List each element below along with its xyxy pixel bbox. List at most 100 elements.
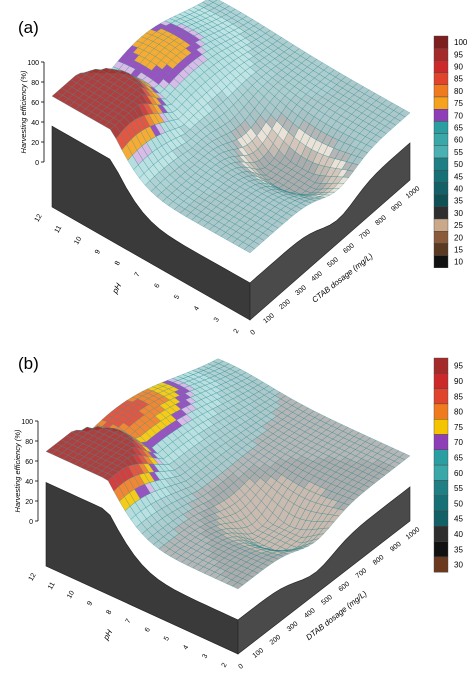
- colorbar-level-label: 95: [454, 362, 463, 371]
- colorbar-swatch: [433, 255, 449, 269]
- colorbar-level-label: 60: [454, 136, 463, 145]
- z-tick-label: 20: [31, 140, 39, 147]
- colorbar-level-label: 75: [454, 423, 463, 432]
- z-tick-label: 100: [27, 60, 39, 67]
- colorbar-level-label: 80: [454, 408, 463, 417]
- z-axis-label: Harvesting efficiency (%): [13, 429, 22, 512]
- ph-tick-label: 7: [125, 618, 133, 625]
- surface-cell: [399, 109, 411, 118]
- colorbar-swatch: [433, 373, 449, 389]
- colorbar-swatch: [433, 388, 449, 405]
- ph-tick-label: 11: [54, 225, 64, 235]
- ph-tick-label: 5: [163, 635, 171, 642]
- dosage-axis-label: DTAB dosage (mg/L): [304, 589, 369, 642]
- dosage-tick-label: 200: [278, 298, 292, 311]
- colorbar-level-label: 40: [454, 530, 463, 539]
- ph-tick-label: 12: [28, 572, 38, 582]
- z-tick-label: 40: [31, 120, 39, 127]
- colorbar-level-label: 95: [454, 50, 463, 59]
- ph-tick-label: 7: [134, 271, 142, 278]
- base-wall-right: [249, 142, 411, 321]
- dosage-tick-label: 700: [358, 228, 372, 241]
- colorbar-swatch: [433, 194, 449, 208]
- colorbar-level-label: 30: [454, 561, 463, 570]
- colorbar-swatch: [433, 510, 449, 527]
- colorbar-level-label: 60: [454, 469, 463, 478]
- ph-tick-label: 10: [73, 236, 83, 246]
- ph-tick-label: 12: [34, 213, 44, 223]
- z-tick-label: 20: [25, 499, 33, 506]
- colorbar-swatch: [433, 541, 449, 558]
- colorbar-level-label: 80: [454, 87, 463, 96]
- ph-tick-label: 4: [182, 644, 190, 651]
- dosage-tick-label: 900: [389, 541, 403, 554]
- colorbar-swatch: [433, 133, 449, 147]
- ph-tick-label: 8: [114, 260, 122, 267]
- surface-mesh: [45, 358, 411, 590]
- ph-tick-label: 6: [144, 627, 152, 634]
- ph-tick-label: 8: [105, 609, 113, 616]
- z-tick-label: 80: [31, 80, 39, 87]
- colorbar-swatch: [433, 145, 449, 159]
- dosage-tick-label: 100: [252, 647, 266, 660]
- surface-cell: [399, 453, 411, 460]
- colorbar-swatch: [433, 495, 449, 512]
- colorbar-swatch: [433, 556, 449, 573]
- colorbar-swatch: [433, 84, 449, 98]
- colorbar-level-label: 70: [454, 438, 463, 447]
- colorbar-level-label: 45: [454, 515, 463, 524]
- colorbar-level-label: 90: [454, 63, 463, 72]
- colorbar-level-label: 30: [454, 209, 463, 218]
- base-wall-left: [51, 125, 251, 321]
- colorbar-level-label: 20: [454, 233, 463, 242]
- colorbar-swatch: [433, 230, 449, 244]
- z-tick-label: 100: [21, 419, 33, 426]
- colorbar-level-label: 25: [454, 221, 463, 230]
- colorbar-swatch: [433, 403, 449, 420]
- dosage-tick-label: 200: [269, 634, 283, 647]
- colorbar-legend: 100 95 90 85 80 75 70 65 60 55 50 45 40 35 30 25 20 15 10: [433, 35, 468, 269]
- dosage-tick-label: 400: [303, 607, 317, 620]
- colorbar-level-label: 85: [454, 75, 463, 84]
- colorbar-level-label: 40: [454, 185, 463, 194]
- colorbar-swatch: [433, 48, 449, 61]
- dosage-tick-label: 500: [326, 256, 340, 269]
- z-tick-label: 40: [25, 479, 33, 486]
- colorbar-swatch: [433, 357, 449, 374]
- ph-tick-label: 4: [193, 305, 201, 312]
- z-axis: 0 20 40 60 80 100 Harvesting efficiency (%): [13, 419, 39, 526]
- chart-panel-b: (b) 0 20 40 60 80 100 Harvesting efficiency (%…: [0, 336, 474, 673]
- dosage-tick-label: 100: [262, 312, 276, 325]
- colorbar-level-label: 45: [454, 172, 463, 181]
- dosage-tick-label: 1000: [405, 185, 422, 200]
- panel-label-b: (b): [18, 354, 39, 373]
- z-tick-label: 0: [29, 519, 33, 526]
- colorbar-level-label: 75: [454, 99, 463, 108]
- ph-tick-label: 6: [153, 283, 161, 290]
- colorbar-level-label: 65: [454, 124, 463, 133]
- ph-axis-label: pH: [110, 281, 124, 295]
- dosage-tick-label: 0: [249, 329, 256, 336]
- colorbar-legend: 95 90 85 80 75 70 65 60 55 50 45 40 35 30: [433, 357, 463, 573]
- dosage-tick-label: 800: [372, 554, 386, 567]
- dosage-tick-label: 1000: [405, 526, 422, 541]
- colorbar-swatch: [433, 418, 449, 435]
- chart-panel-a: (a) 0 20 40 60 80 100 Harvesting efficiency (%…: [0, 0, 474, 337]
- colorbar-swatch: [433, 108, 449, 122]
- z-axis-label: Harvesting efficiency (%): [19, 70, 28, 153]
- z-tick-label: 60: [25, 459, 33, 466]
- colorbar-swatch: [433, 464, 449, 481]
- ph-tick-label: 9: [86, 600, 94, 607]
- z-axis: 0 20 40 60 80 100 Harvesting efficiency (%): [19, 60, 45, 167]
- z-tick-label: 80: [25, 439, 33, 446]
- dosage-tick-label: 300: [286, 621, 300, 634]
- colorbar-swatch: [433, 218, 449, 232]
- colorbar-level-label: 15: [454, 246, 463, 255]
- dosage-tick-label: 700: [355, 567, 369, 580]
- colorbar-level-label: 35: [454, 545, 463, 554]
- colorbar-swatch: [433, 121, 449, 134]
- colorbar-swatch: [433, 182, 449, 195]
- ph-tick-label: 11: [47, 581, 57, 591]
- colorbar-level-label: 35: [454, 197, 463, 206]
